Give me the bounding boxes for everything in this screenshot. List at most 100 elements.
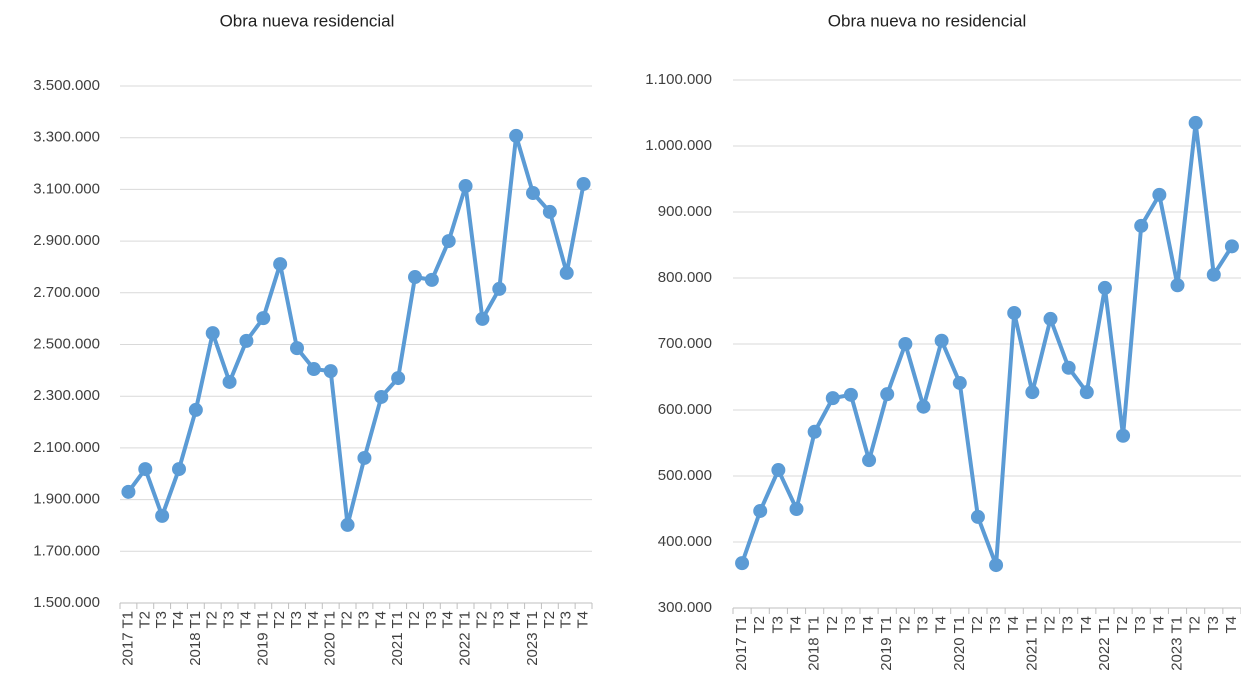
x-tick-label: T2 [1187, 616, 1204, 634]
data-point [934, 333, 949, 348]
data-line [126, 133, 586, 527]
chart-title: Obra nueva residencial [220, 11, 395, 30]
x-tick-label: T4 [1150, 616, 1167, 634]
x-tick-label: T4 [1005, 616, 1022, 634]
data-point [1206, 267, 1221, 282]
x-tick-label: T4 [1223, 616, 1240, 634]
y-tick-label: 1.700.000 [33, 542, 100, 559]
data-point [138, 462, 153, 477]
x-tick-label: 2019 T1 [878, 616, 895, 671]
data-point [239, 333, 254, 348]
x-tick-label: T3 [769, 616, 786, 634]
data-point [970, 509, 985, 524]
y-tick-label: 500.000 [658, 467, 712, 484]
y-tick-label: 700.000 [658, 335, 712, 352]
data-point [952, 375, 967, 390]
x-tick-label: T4 [237, 611, 254, 629]
x-tick-label: 2017 T1 [733, 616, 750, 671]
data-point [576, 176, 591, 191]
y-tick-label: 400.000 [658, 533, 712, 550]
y-tick-label: 300.000 [658, 599, 712, 616]
data-point [735, 556, 750, 571]
data-point [1007, 305, 1022, 320]
x-tick-label: T2 [896, 616, 913, 634]
x-tick-label: T4 [787, 616, 804, 634]
x-tick-label: 2023 T1 [524, 611, 541, 666]
x-tick-label: T4 [440, 611, 457, 629]
data-point [273, 257, 288, 272]
x-tick-label: T4 [372, 611, 389, 629]
data-point [1116, 428, 1131, 443]
x-tick-label: 2020 T1 [322, 611, 339, 666]
y-tick-label: 2.700.000 [33, 284, 100, 301]
data-point [121, 484, 136, 499]
data-point [256, 311, 271, 326]
data-point [441, 234, 456, 249]
y-tick-label: 2.300.000 [33, 387, 100, 404]
y-tick-label: 1.900.000 [33, 491, 100, 508]
x-tick-label: T2 [271, 611, 288, 629]
data-point [789, 502, 804, 516]
data-point [1188, 115, 1203, 130]
data-point [155, 508, 170, 523]
chart-title: Obra nueva no residencial [828, 11, 1026, 30]
data-point [843, 387, 858, 402]
y-tick-label: 1.100.000 [645, 71, 712, 88]
x-tick-label: T4 [1078, 616, 1095, 634]
data-point [753, 503, 768, 518]
x-tick-label: T3 [288, 611, 305, 629]
data-point [391, 371, 406, 386]
x-tick-label: T2 [824, 616, 841, 634]
data-point [771, 463, 786, 478]
x-tick-label: T3 [355, 611, 372, 629]
x-tick-label: 2018 T1 [806, 616, 823, 671]
x-tick-label: T3 [153, 611, 170, 629]
x-tick-label: 2018 T1 [187, 611, 204, 666]
x-tick-label: T3 [1205, 616, 1222, 634]
data-point [424, 272, 439, 287]
data-point [898, 337, 913, 351]
data-point [408, 270, 422, 285]
x-tick-label: T3 [1060, 616, 1077, 634]
x-tick-label: 2020 T1 [951, 616, 968, 671]
data-point [1134, 218, 1149, 233]
data-point [542, 204, 557, 219]
x-tick-label: T2 [541, 611, 558, 629]
data-point [1061, 360, 1076, 375]
data-point [222, 374, 237, 389]
x-tick-label: T3 [558, 611, 575, 629]
data-point [509, 128, 524, 143]
y-tick-label: 2.900.000 [33, 232, 100, 249]
data-point [559, 265, 574, 280]
x-tick-label: T3 [490, 611, 507, 629]
y-tick-label: 1.500.000 [33, 594, 100, 611]
x-tick-label: T2 [969, 616, 986, 634]
y-tick-label: 2.100.000 [33, 439, 100, 456]
data-point [188, 402, 203, 417]
x-tick-label: T4 [933, 616, 950, 634]
data-point [1152, 187, 1167, 202]
x-tick-label: 2023 T1 [1168, 616, 1185, 671]
data-point [526, 186, 540, 201]
data-point [1097, 280, 1112, 295]
data-point [1079, 385, 1094, 400]
x-tick-label: 2022 T1 [457, 611, 474, 666]
x-tick-label: T4 [575, 611, 592, 629]
x-tick-label: T3 [423, 611, 440, 629]
data-point [306, 362, 321, 377]
x-tick-label: 2021 T1 [1023, 616, 1040, 671]
x-tick-label: T3 [987, 616, 1004, 634]
data-point [458, 179, 473, 194]
x-tick-label: T4 [170, 611, 187, 629]
y-tick-label: 3.100.000 [33, 180, 100, 197]
data-point [880, 387, 895, 402]
x-tick-label: T4 [507, 611, 524, 629]
x-tick-label: T3 [914, 616, 931, 634]
x-tick-label: T3 [842, 616, 859, 634]
data-point [357, 450, 372, 465]
x-tick-label: T2 [751, 616, 768, 634]
data-point [290, 341, 304, 356]
data-line [740, 120, 1234, 568]
x-tick-label: T4 [860, 616, 877, 634]
